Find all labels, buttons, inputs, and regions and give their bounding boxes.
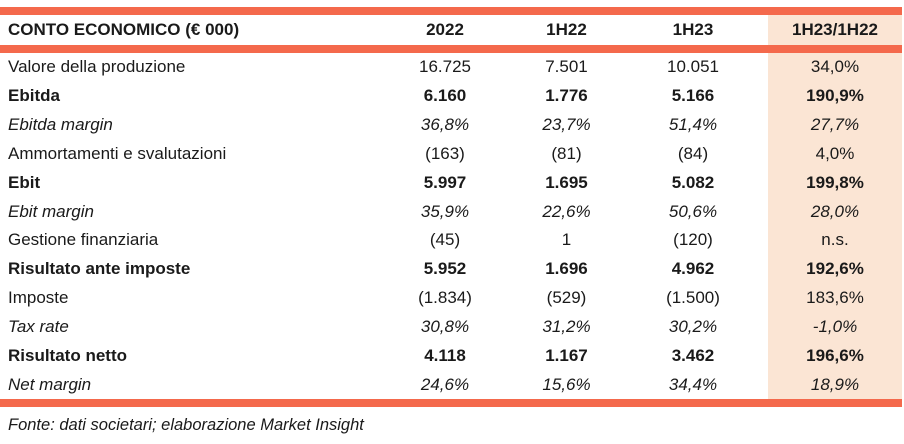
top-accent-bar [0, 7, 902, 15]
cell-delta: 28,0% [768, 197, 902, 226]
cell-delta: 192,6% [768, 254, 902, 284]
cell-2022: 5.997 [423, 172, 467, 192]
bottom-accent-bar [0, 398, 902, 407]
table-body: Valore della produzione 16.725 7.501 10.… [0, 53, 902, 399]
cell-delta: 34,0% [768, 53, 902, 82]
cell-2022: (45) [429, 230, 461, 250]
table-row: Ebit margin 35,9% 22,6% 50,6% 28,0% [0, 197, 902, 226]
cell-2022: 30,8% [420, 316, 470, 336]
cell-1h23: (84) [677, 143, 709, 163]
cell-1h22: 15,6% [542, 374, 591, 394]
cell-delta: 183,6% [768, 283, 902, 313]
cell-1h23: 3.462 [671, 345, 715, 365]
cell-1h23: 5.166 [671, 86, 715, 106]
cell-1h23: 51,4% [668, 115, 718, 135]
cell-1h22: 1.167 [545, 345, 588, 365]
column-header-1h22: 1H22 [546, 20, 587, 39]
cell-1h22: 1.776 [545, 86, 588, 106]
cell-delta: 196,6% [768, 341, 902, 371]
cell-delta: 4,0% [768, 139, 902, 169]
table-row: Risultato ante imposte 5.952 1.696 4.962… [0, 254, 902, 284]
cell-1h22: 7.501 [545, 57, 588, 77]
cell-1h23: 34,4% [668, 374, 718, 394]
table-row: Tax rate 30,8% 31,2% 30,2% -1,0% [0, 312, 902, 342]
cell-2022: 5.952 [423, 259, 467, 279]
row-label: Valore della produzione [8, 57, 186, 77]
cell-1h22: 1 [561, 230, 572, 250]
cell-1h22: (529) [546, 288, 587, 308]
cell-1h22: 22,6% [542, 201, 591, 221]
table-header-row: CONTO ECONOMICO (€ 000) 2022 1H22 1H23 1… [0, 15, 904, 45]
cell-2022: 24,6% [420, 374, 470, 394]
cell-1h22: 1.695 [545, 172, 588, 192]
cell-delta: -1,0% [768, 312, 902, 342]
cell-1h22: (81) [551, 143, 582, 163]
table-row: Imposte (1.834) (529) (1.500) 183,6% [0, 283, 902, 313]
row-label: Ebit [8, 172, 41, 192]
table-title: CONTO ECONOMICO (€ 000) [8, 20, 240, 39]
cell-2022: 35,9% [420, 201, 470, 221]
row-label: Ebitda margin [8, 115, 113, 135]
cell-1h22: 1.696 [545, 259, 588, 279]
table-row: Valore della produzione 16.725 7.501 10.… [0, 53, 902, 82]
row-label: Ebitda [8, 86, 60, 106]
cell-1h23: (120) [673, 230, 713, 250]
row-label: Risultato ante imposte [8, 259, 191, 279]
cell-2022: 16.725 [419, 57, 471, 77]
cell-delta: 27,7% [768, 110, 902, 140]
table-row: Gestione finanziaria (45) 1 (120) n.s. [0, 225, 902, 255]
cell-delta: 199,8% [768, 168, 902, 198]
cell-delta: 18,9% [768, 370, 902, 399]
row-label: Risultato netto [8, 345, 127, 365]
cell-delta: 190,9% [768, 81, 902, 111]
cell-delta: n.s. [768, 225, 902, 255]
row-label: Imposte [8, 288, 69, 308]
cell-1h22: 23,7% [542, 115, 591, 135]
row-label: Gestione finanziaria [8, 230, 159, 250]
column-header-delta: 1H23/1H22 [768, 15, 902, 45]
table-row: Ebitda 6.160 1.776 5.166 190,9% [0, 81, 902, 111]
cell-1h23: 50,6% [668, 201, 718, 221]
cell-1h23: 30,2% [668, 316, 718, 336]
column-header-1h23: 1H23 [672, 20, 714, 39]
cell-2022: (1.834) [418, 288, 472, 308]
table-row: Ebit 5.997 1.695 5.082 199,8% [0, 168, 902, 198]
row-label: Ebit margin [8, 201, 94, 221]
cell-2022: 36,8% [420, 115, 470, 135]
table-row: Ammortamenti e svalutazioni (163) (81) (… [0, 139, 902, 169]
cell-1h22: 31,2% [542, 316, 591, 336]
cell-1h23: 10.051 [667, 57, 719, 77]
table-row: Ebitda margin 36,8% 23,7% 51,4% 27,7% [0, 110, 902, 140]
cell-2022: 6.160 [423, 86, 467, 106]
cell-1h23: (1.500) [666, 288, 720, 308]
cell-2022: (163) [425, 143, 465, 163]
row-label: Tax rate [8, 316, 69, 336]
table-row: Risultato netto 4.118 1.167 3.462 196,6% [0, 341, 902, 371]
column-header-2022: 2022 [426, 20, 464, 39]
row-label: Net margin [8, 374, 92, 394]
cell-1h23: 4.962 [671, 259, 715, 279]
header-accent-bar [0, 45, 902, 53]
row-label: Ammortamenti e svalutazioni [8, 143, 227, 163]
cell-2022: 4.118 [424, 345, 466, 365]
source-note: Fonte: dati societari; elaborazione Mark… [8, 415, 364, 434]
cell-1h23: 5.082 [671, 172, 715, 192]
table-row: Net margin 24,6% 15,6% 34,4% 18,9% [0, 370, 902, 399]
